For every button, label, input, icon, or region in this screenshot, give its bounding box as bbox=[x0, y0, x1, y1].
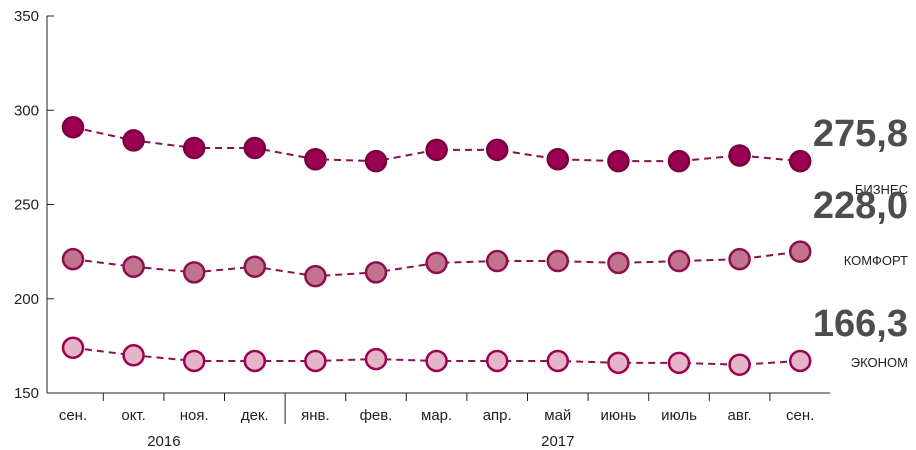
x-tick-label: окт. bbox=[121, 407, 145, 424]
data-point bbox=[122, 344, 145, 367]
data-point bbox=[122, 255, 145, 278]
data-point bbox=[667, 351, 691, 375]
data-point bbox=[425, 251, 448, 275]
data-point bbox=[304, 264, 327, 288]
x-tick-label: сен. bbox=[786, 407, 814, 424]
data-point bbox=[607, 251, 630, 275]
data-point bbox=[728, 144, 751, 167]
data-point bbox=[182, 261, 206, 284]
data-point bbox=[425, 349, 448, 373]
x-tick-label: июль bbox=[661, 407, 697, 424]
data-point bbox=[122, 129, 145, 152]
current-value-label: 166,3 bbox=[813, 303, 908, 345]
y-tick-label: 250 bbox=[14, 197, 39, 214]
data-point bbox=[243, 349, 267, 373]
data-point bbox=[546, 349, 570, 373]
y-tick-label: 200 bbox=[14, 291, 39, 308]
axes: 150 200 250 300 350 сен. окт. ноя. дек. янв. фев. м… bbox=[14, 8, 831, 450]
data-point bbox=[485, 249, 509, 273]
x-tick-label: фев. bbox=[360, 407, 393, 424]
year-label: 2017 bbox=[541, 433, 574, 450]
series-name-label: ЭКОНОМ bbox=[851, 355, 908, 370]
series-name-label: БИЗНЕС bbox=[855, 182, 908, 197]
x-tick-label: апр. bbox=[483, 407, 512, 424]
x-tick-label: авг. bbox=[728, 407, 752, 424]
data-point bbox=[425, 138, 448, 162]
x-tick-label: июнь bbox=[601, 407, 637, 424]
data-point bbox=[304, 349, 327, 373]
series-points bbox=[61, 115, 812, 376]
data-point bbox=[667, 149, 691, 173]
data-point bbox=[364, 261, 388, 284]
data-point bbox=[607, 351, 630, 375]
data-point bbox=[485, 138, 509, 162]
series-name-label: КОМФОРТ bbox=[844, 253, 908, 268]
y-tick-label: 300 bbox=[14, 102, 39, 119]
data-point bbox=[243, 255, 267, 278]
current-value-label: 275,8 bbox=[813, 113, 908, 155]
x-tick-label: дек. bbox=[241, 407, 269, 424]
data-point bbox=[546, 148, 570, 171]
series-lines bbox=[72, 126, 801, 366]
y-tick-label: 350 bbox=[14, 8, 39, 25]
x-tick-label: май bbox=[544, 407, 571, 424]
data-point bbox=[61, 115, 85, 139]
current-value-label: 228,0 bbox=[813, 185, 908, 227]
x-tick-label: янв. bbox=[301, 407, 330, 424]
x-tick-label: ноя. bbox=[180, 407, 209, 424]
data-point bbox=[485, 349, 509, 373]
data-point bbox=[546, 249, 570, 273]
data-point bbox=[728, 353, 751, 376]
data-point bbox=[364, 149, 388, 173]
data-point bbox=[304, 148, 327, 171]
y-tick-label: 150 bbox=[14, 385, 39, 402]
data-point bbox=[243, 136, 267, 160]
x-tick-label: сен. bbox=[59, 407, 87, 424]
data-point bbox=[607, 149, 630, 173]
data-point bbox=[667, 249, 691, 273]
data-point bbox=[364, 347, 388, 371]
data-point bbox=[182, 349, 206, 373]
data-point bbox=[182, 136, 206, 160]
year-label: 2016 bbox=[147, 433, 180, 450]
data-point bbox=[788, 349, 812, 373]
data-point bbox=[61, 336, 85, 360]
data-point bbox=[728, 247, 751, 271]
data-point bbox=[788, 240, 812, 263]
data-point bbox=[788, 149, 812, 173]
x-tick-label: мар. bbox=[421, 407, 452, 424]
data-point bbox=[61, 247, 85, 271]
